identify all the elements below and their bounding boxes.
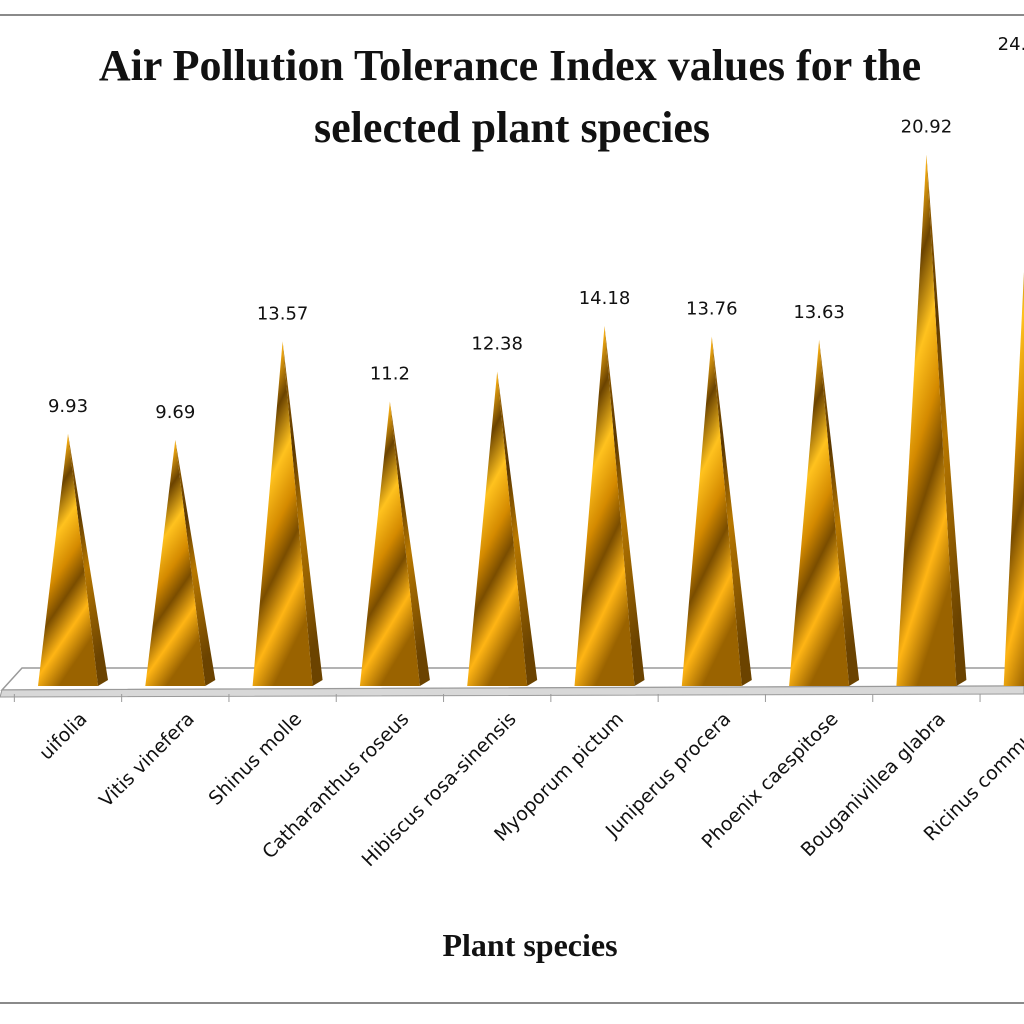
bar-side-face bbox=[604, 325, 645, 686]
bar bbox=[38, 433, 108, 686]
bar-front-face bbox=[574, 325, 635, 686]
bar-front-face bbox=[789, 339, 850, 686]
data-label: 13.76 bbox=[686, 298, 738, 319]
x-tick-label: uifolia bbox=[35, 708, 91, 764]
bar-front-face bbox=[359, 401, 420, 686]
bar-front-face bbox=[145, 439, 206, 686]
data-label: 20.92 bbox=[901, 117, 953, 138]
bar bbox=[1003, 271, 1024, 686]
bar-front-face bbox=[467, 371, 528, 686]
data-label: 13.63 bbox=[793, 302, 845, 323]
bar bbox=[896, 154, 967, 686]
floor-front-edge bbox=[0, 685, 1024, 698]
data-label: 14.18 bbox=[579, 288, 631, 309]
data-label: 9.93 bbox=[48, 396, 88, 417]
x-tick-labels: uifolia Vitis vinefera Shinus molleCathara… bbox=[35, 708, 1024, 871]
x-axis-label: Plant species bbox=[442, 927, 617, 963]
data-labels: 9.93 9.69 13.57 11.2 12.38 14.18 13.76 13.63 20.… bbox=[48, 34, 1024, 423]
bar-front-face bbox=[1003, 271, 1024, 686]
bar-front-face bbox=[896, 154, 957, 686]
bar bbox=[467, 371, 538, 686]
chart-title-line2: selected plant species bbox=[314, 103, 710, 152]
data-label: 12.38 bbox=[471, 334, 523, 355]
chart-title-line1: Air Pollution Tolerance Index values for… bbox=[99, 41, 921, 90]
bar bbox=[145, 439, 216, 686]
bar-side-face bbox=[282, 341, 323, 686]
bar-side-face bbox=[389, 401, 430, 686]
bar-front-face bbox=[38, 433, 98, 686]
x-tick-label: Vitis vinefera bbox=[95, 708, 199, 812]
bar-side-face bbox=[926, 154, 967, 686]
data-label: 9.69 bbox=[155, 402, 195, 423]
bars bbox=[38, 154, 1024, 686]
bar-side-face bbox=[819, 339, 860, 686]
chart-frame bbox=[0, 14, 1024, 1004]
bar bbox=[789, 339, 860, 686]
data-label: 11.2 bbox=[370, 364, 410, 385]
bar bbox=[681, 336, 752, 686]
bar-side-face bbox=[711, 336, 752, 686]
bar bbox=[574, 325, 645, 686]
data-label: 13.57 bbox=[257, 303, 309, 324]
bar-side-face bbox=[175, 439, 216, 686]
bar-front-face bbox=[681, 336, 742, 686]
bar-front-face bbox=[252, 341, 313, 686]
bar bbox=[252, 341, 323, 686]
bar-side-face bbox=[497, 371, 538, 686]
bar-side-face bbox=[68, 433, 108, 686]
bar bbox=[359, 401, 430, 686]
data-label: 24. bbox=[998, 34, 1024, 55]
x-tick-label: Shinus molle bbox=[204, 708, 306, 810]
